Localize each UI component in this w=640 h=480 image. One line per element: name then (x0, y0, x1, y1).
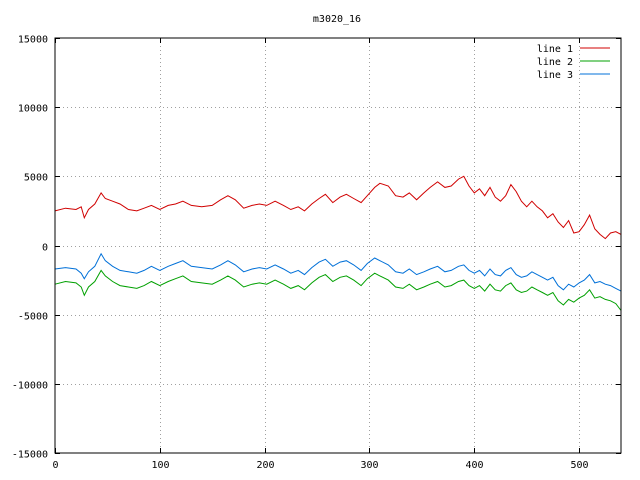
y-tick-label: 5000 (24, 173, 48, 184)
legend-label-3: line 3 (537, 70, 573, 81)
y-tick-label: -10000 (12, 381, 48, 392)
chart-title: m3020_16 (313, 14, 361, 25)
series-line-2 (54, 269, 622, 311)
x-tick-label: 0 (52, 460, 58, 471)
y-tick-label: 0 (42, 243, 48, 254)
legend-label-2: line 2 (537, 57, 573, 68)
series-line-1 (54, 175, 622, 240)
y-tick-label: -5000 (18, 312, 48, 323)
y-tick-label: 15000 (18, 35, 48, 46)
x-tick-label: 500 (570, 460, 588, 471)
y-tick-label: 10000 (18, 104, 48, 115)
grid-lines (55, 38, 621, 453)
plot-frame (54, 37, 622, 454)
legend: line 1 line 2 line 3 (537, 44, 610, 81)
axis-ticks: 0 100 200 300 400 500 -15000 -10000 -5000 0 5000 10… (12, 35, 621, 471)
series-layer (54, 175, 622, 311)
series-line-3 (54, 252, 622, 292)
y-tick-label: -15000 (12, 450, 48, 461)
x-tick-label: 300 (360, 460, 378, 471)
x-tick-label: 200 (256, 460, 274, 471)
x-tick-label: 100 (151, 460, 169, 471)
legend-label-1: line 1 (537, 44, 573, 55)
x-tick-label: 400 (465, 460, 483, 471)
